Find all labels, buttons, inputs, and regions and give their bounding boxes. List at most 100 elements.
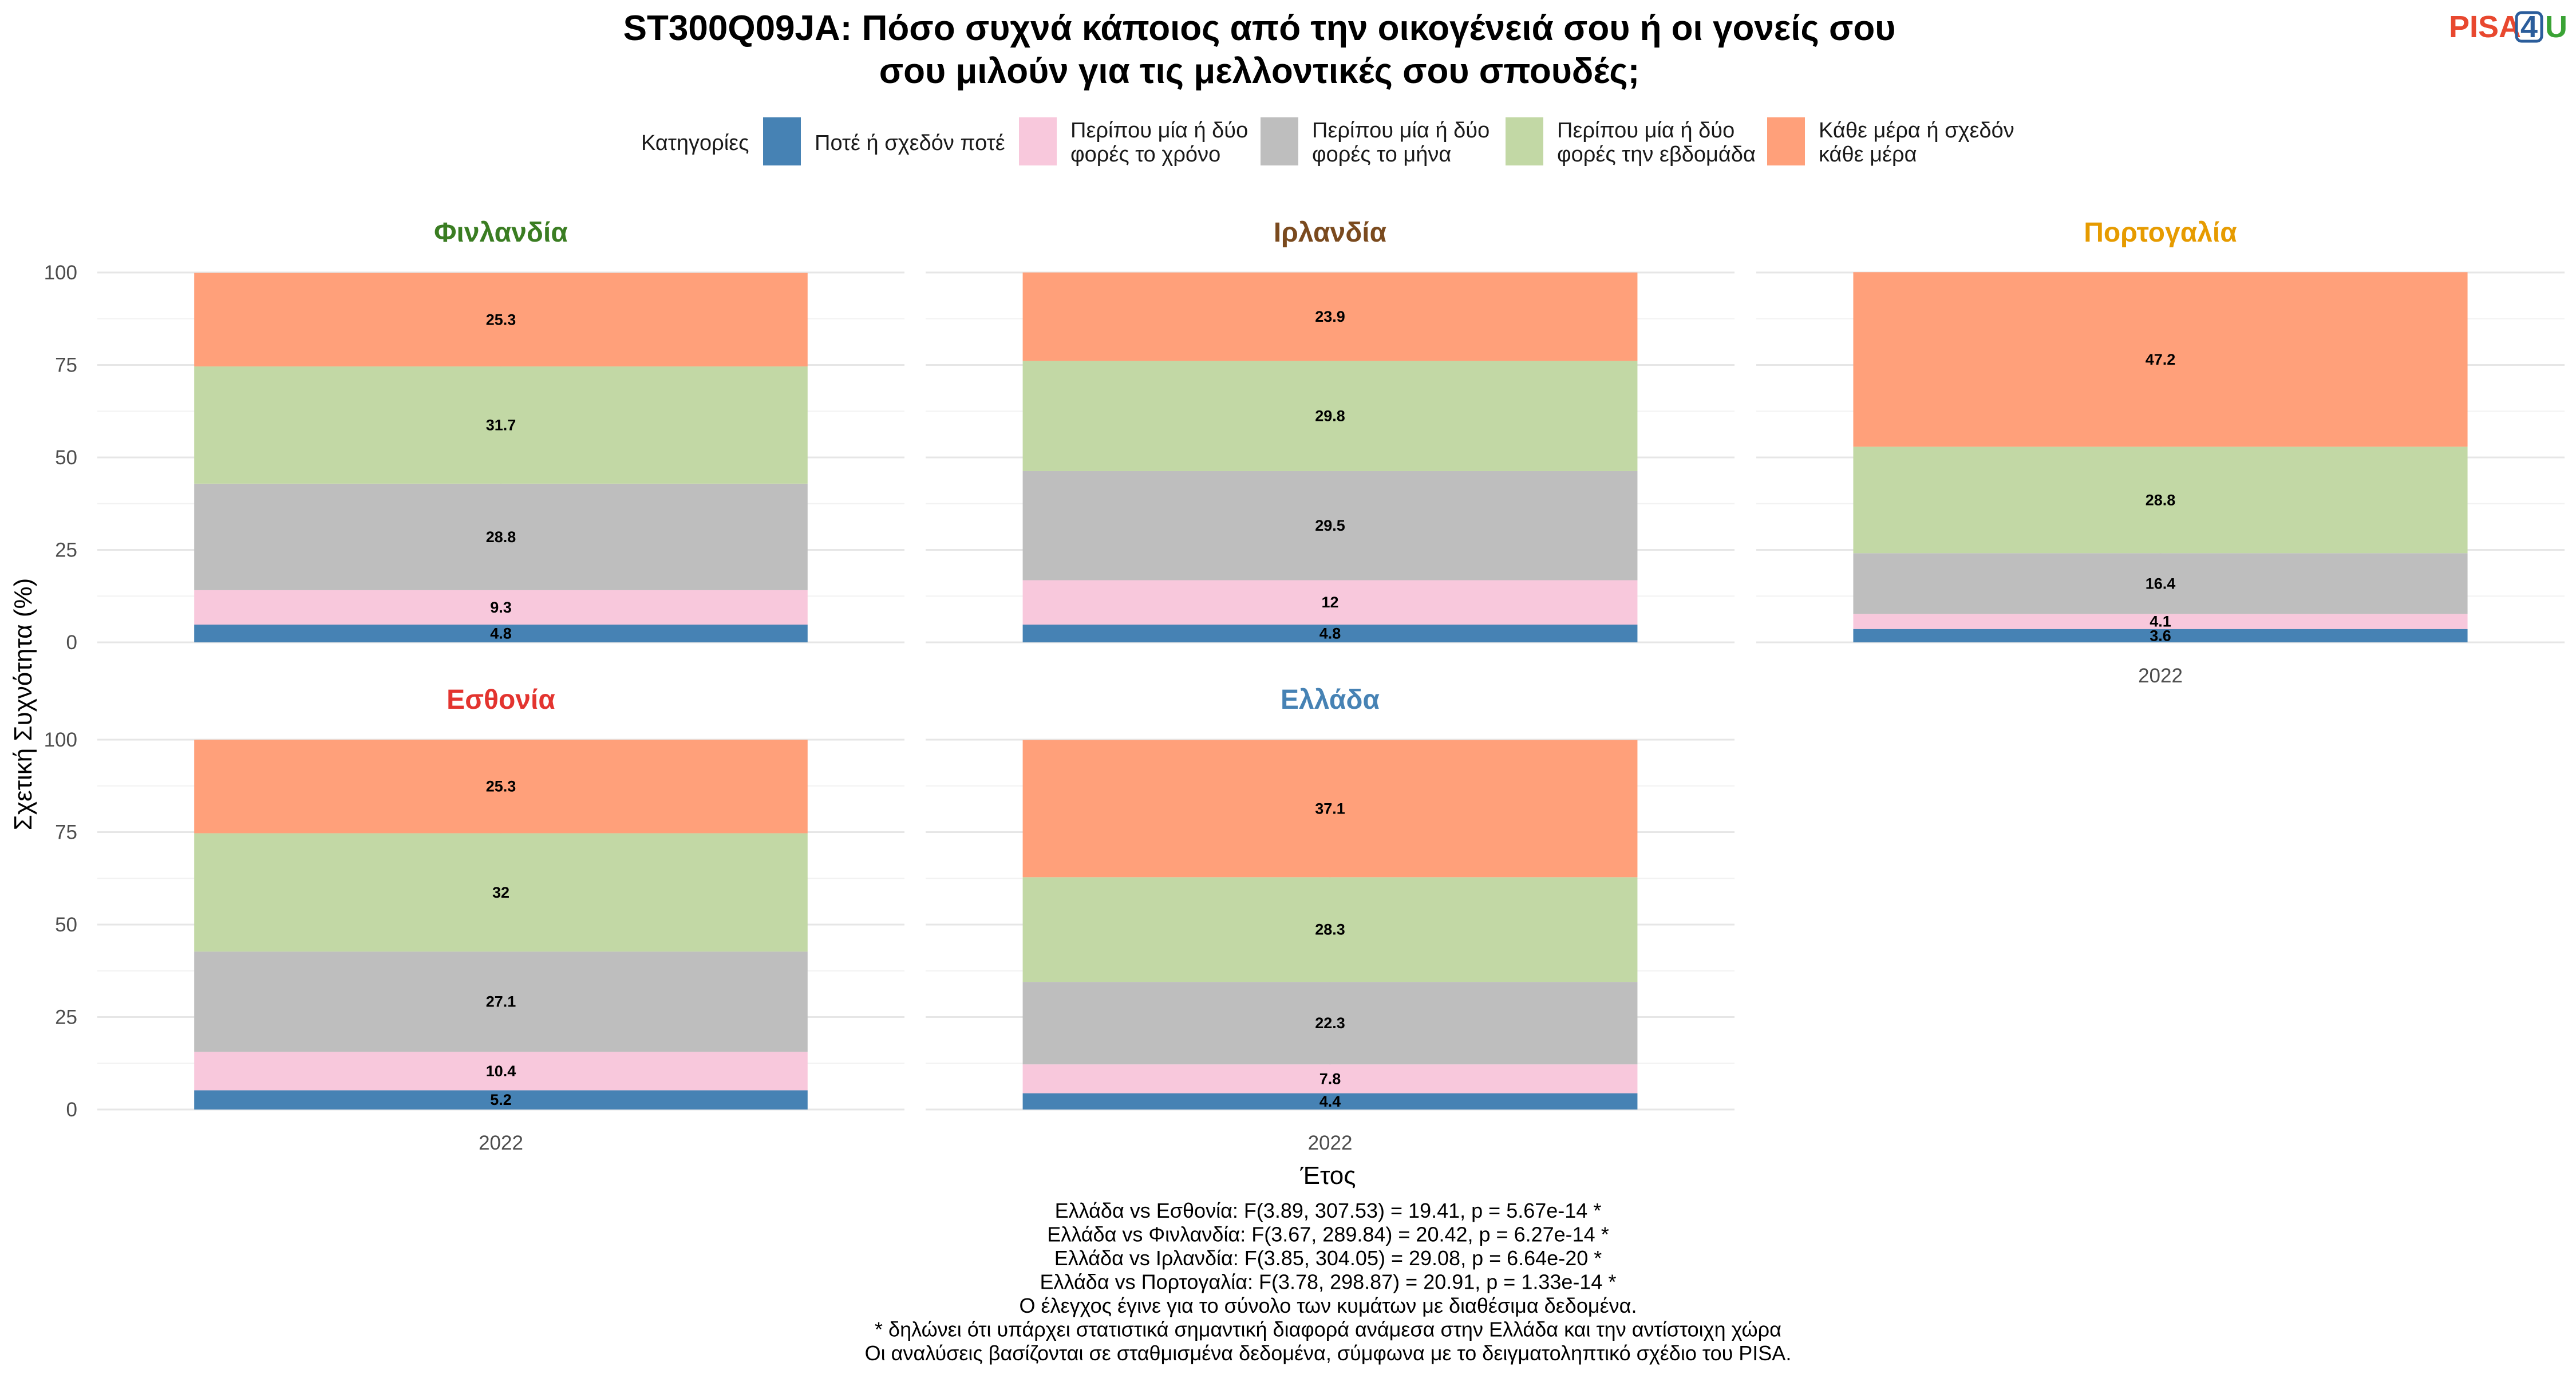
caption-line: Οι αναλύσεις βασίζονται σε σταθμισμένα δ… xyxy=(865,1341,1792,1365)
caption-line: Ελλάδα vs Ιρλανδία: F(3.85, 304.05) = 29… xyxy=(1054,1246,1602,1270)
bar-value-label: 16.4 xyxy=(2146,575,2176,592)
bar-value-label: 28.8 xyxy=(2146,491,2176,508)
bar-value-label: 12 xyxy=(1321,594,1338,611)
bar-value-label: 7.8 xyxy=(1319,1070,1341,1087)
facet-title: Φινλανδία xyxy=(434,218,568,248)
x-axis-title: Έτος xyxy=(1300,1162,1356,1190)
bar-segment xyxy=(1022,624,1638,642)
stacked-bar: 4.4 7.8 22.3 28.3 37.1 xyxy=(1022,740,1638,1110)
caption-line: Ο έλεγχος έγινε για το σύνολο των κυμάτω… xyxy=(1020,1294,1637,1317)
bar-segment xyxy=(1022,1064,1638,1093)
bar-segment xyxy=(194,1052,808,1091)
bar-value-label: 47.2 xyxy=(2146,351,2176,368)
bar-value-label: 28.3 xyxy=(1315,921,1345,938)
legend-label: φορές το μήνα xyxy=(1312,143,1451,167)
bar-segment xyxy=(1853,447,2468,554)
y-tick-label: 75 xyxy=(55,822,77,844)
x-tick-label: 2022 xyxy=(479,1132,523,1154)
facet-panels: Φινλανδία 4.8 9.3 28.8 31.7 25.3 0 25 50 75 100 Ιρλ… xyxy=(44,218,2565,1154)
y-tick-label: 100 xyxy=(44,262,77,284)
y-tick-label: 50 xyxy=(55,447,77,469)
bar-segment xyxy=(194,366,808,484)
legend-label: Περίπου μία ή δύο xyxy=(1557,119,1735,143)
legend-swatch xyxy=(763,117,801,165)
bar-segment xyxy=(1022,982,1638,1065)
legend-swatch xyxy=(1019,117,1057,165)
caption-line: Ελλάδα vs Φινλανδία: F(3.67, 289.84) = 2… xyxy=(1047,1223,1609,1246)
bar-value-label: 4.8 xyxy=(1319,625,1341,642)
bar-segment xyxy=(1853,629,2468,642)
chart-title: ST300Q09JA: Πόσο συχνά κάποιος από την ο… xyxy=(623,9,1896,91)
bar-value-label: 32 xyxy=(492,884,509,901)
bar-value-label: 3.6 xyxy=(2150,627,2171,644)
bar-segment xyxy=(1022,740,1638,878)
legend-label: Περίπου μία ή δύο xyxy=(1312,119,1490,143)
legend-swatch xyxy=(1506,117,1543,165)
stacked-bar: 4.8 12 29.5 29.8 23.9 xyxy=(1022,273,1638,642)
bar-value-label: 25.3 xyxy=(486,311,516,328)
bar-segment xyxy=(194,740,808,834)
bar-value-label: 29.5 xyxy=(1315,517,1345,534)
logo-four-text: 4 xyxy=(2520,10,2538,44)
bar-value-label: 29.8 xyxy=(1315,408,1345,425)
logo-u-text: U xyxy=(2545,10,2567,44)
pisa4u-logo: PISA 4 U xyxy=(2449,10,2567,44)
logo-pisa-text: PISA xyxy=(2449,10,2521,44)
y-tick-label: 25 xyxy=(55,539,77,562)
bar-segment xyxy=(1022,471,1638,581)
bar-value-label: 22.3 xyxy=(1315,1014,1345,1032)
y-tick-label: 75 xyxy=(55,354,77,377)
bar-value-label: 23.9 xyxy=(1315,308,1345,325)
stacked-bar: 3.64.1 16.4 28.8 47.2 xyxy=(1853,272,2468,644)
bar-value-label: 27.1 xyxy=(486,993,516,1010)
legend: Κατηγορίες Ποτέ ή σχεδόν ποτέ Περίπου μία … xyxy=(641,117,2014,167)
bar-value-label: 5.2 xyxy=(490,1091,512,1108)
bar-value-label: 31.7 xyxy=(486,416,516,433)
bar-value-label: 28.8 xyxy=(486,528,516,546)
bar-value-label: 37.1 xyxy=(1315,800,1345,817)
bar-segment xyxy=(194,951,808,1052)
facet-title: Πορτογαλία xyxy=(2084,218,2237,248)
bar-value-label: 4.1 xyxy=(2150,613,2171,630)
legend-swatch xyxy=(1261,117,1298,165)
bar-segment xyxy=(1853,272,2468,447)
bar-value-label: 9.3 xyxy=(490,599,512,616)
legend-label: Ποτέ ή σχεδόν ποτέ xyxy=(815,131,1005,155)
bar-value-label: 4.8 xyxy=(490,625,512,642)
caption: Ελλάδα vs Εσθονία: F(3.89, 307.53) = 19.… xyxy=(865,1199,1792,1365)
stacked-bar: 4.8 9.3 28.8 31.7 25.3 xyxy=(194,273,808,642)
facet-panel: Εσθονία 5.2 10.4 27.1 32 25.3 0 25 50 75 100 2022 xyxy=(44,685,904,1154)
facet-panel: Φινλανδία 4.8 9.3 28.8 31.7 25.3 0 25 50 75 100 xyxy=(44,218,904,654)
bar-segment xyxy=(1853,553,2468,614)
legend-label: φορές την εβδομάδα xyxy=(1557,143,1756,167)
facet-panel: Ελλάδα 4.4 7.8 22.3 28.3 37.1 2022 xyxy=(926,685,1735,1154)
x-tick-label: 2022 xyxy=(2138,665,2183,687)
facet-title: Ιρλανδία xyxy=(1274,218,1387,248)
bar-segment xyxy=(1022,877,1638,982)
legend-label: κάθε μέρα xyxy=(1819,143,1917,167)
legend-item: Ποτέ ή σχεδόν ποτέ xyxy=(763,117,1005,165)
y-tick-label: 25 xyxy=(55,1006,77,1029)
axis-titles: Σχετική Συχνότητα (%) Έτος xyxy=(9,578,1356,1190)
bar-segment xyxy=(194,273,808,367)
bar-segment xyxy=(1022,273,1638,361)
title-line-2: σου μιλούν για τις μελλοντικές σου σπουδ… xyxy=(879,52,1640,91)
bar-segment xyxy=(194,590,808,625)
logo-four-box xyxy=(2515,11,2543,43)
legend-label: Περίπου μία ή δύο xyxy=(1070,119,1248,143)
caption-line: Ελλάδα vs Πορτογαλία: F(3.78, 298.87) = … xyxy=(1040,1270,1617,1294)
bar-segment xyxy=(1022,361,1638,471)
legend-swatch xyxy=(1767,117,1805,165)
x-tick-label: 2022 xyxy=(1308,1132,1353,1154)
facet-panel: Πορτογαλία 3.64.1 16.4 28.8 47.2 2022 xyxy=(1756,218,2565,687)
facet-title: Εσθονία xyxy=(447,685,555,715)
y-tick-label: 100 xyxy=(44,729,77,751)
y-axis-title: Σχετική Συχνότητα (%) xyxy=(9,578,37,831)
bar-value-label: 4.4 xyxy=(1319,1093,1341,1110)
bar-segment xyxy=(194,624,808,642)
y-tick-label: 50 xyxy=(55,914,77,936)
title-line-1: ST300Q09JA: Πόσο συχνά κάποιος από την ο… xyxy=(623,9,1896,48)
